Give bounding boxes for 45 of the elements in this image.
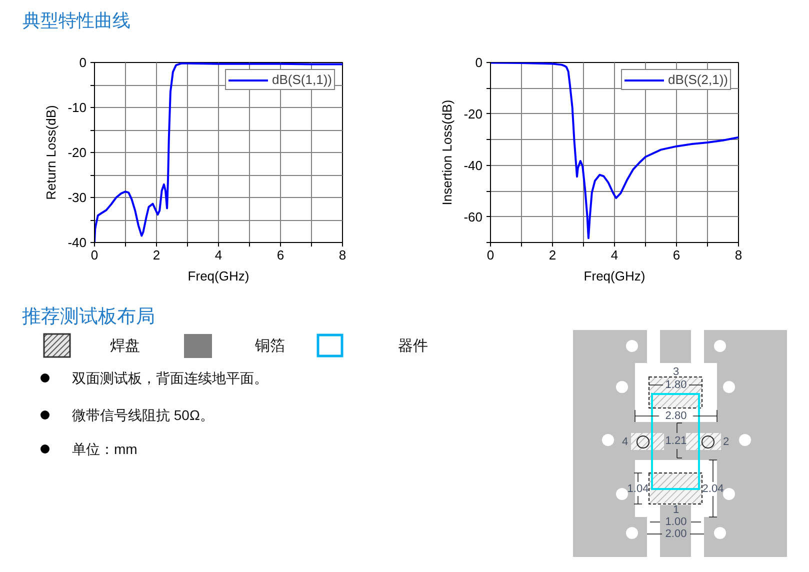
x-tick-label: 0 [486,248,494,262]
text: 1.00 [665,516,687,528]
x-tick-label: 6 [672,248,680,262]
y-axis-title: Insertion Loss(dB) [440,100,455,206]
x-axis-title: Freq(GHz) [584,268,646,284]
legend-label: dB(S(1,1)) [272,72,332,87]
text: 单位：mm [72,441,138,457]
text: 2.00 [665,528,687,540]
legend-label: dB(S(2,1)) [668,72,728,87]
x-tick-label: 4 [214,248,222,262]
y-tick-label: -20 [68,145,87,160]
y-tick-label: -60 [464,209,483,224]
text: 1.04 [627,483,649,495]
line-series [490,62,738,240]
x-tick-label: 6 [276,248,284,262]
text: 铜箔 [254,338,285,354]
chart-title: 典型特性曲线 [22,10,130,32]
y-tick-label: -20 [464,106,483,122]
y-tick-label: -40 [464,158,483,173]
text: 2.04 [702,483,724,495]
y-tick-label: -30 [68,190,87,205]
y-tick-label: -40 [68,235,87,250]
x-tick-label: 2 [548,248,556,262]
y-tick-label: 0 [79,55,87,70]
text: 微带信号线阻抗 50Ω。 [72,407,214,423]
x-tick-label: 2 [152,248,160,262]
text: 焊盘 [110,338,140,354]
text: 1.21 [665,435,687,447]
x-tick-label: 8 [338,248,346,262]
text: 2.80 [665,410,687,422]
x-axis-title: Freq(GHz) [188,268,250,284]
y-tick-label: 0 [475,55,483,70]
x-tick-label: 0 [90,248,98,262]
text: 器件 [398,338,428,354]
text: 4 [622,436,628,448]
text: 推荐测试板布局 [22,306,155,328]
x-tick-label: 8 [734,248,742,262]
x-tick-label: 4 [610,248,618,262]
text: 3 [672,366,680,378]
text: 2 [722,436,730,448]
y-tick-label: -10 [68,100,87,115]
text: 1 [672,504,680,516]
y-axis-title: Return Loss(dB) [44,105,59,200]
text: 1.80 [665,379,687,391]
text: 双面测试板，背面连续地平面。 [72,370,268,386]
